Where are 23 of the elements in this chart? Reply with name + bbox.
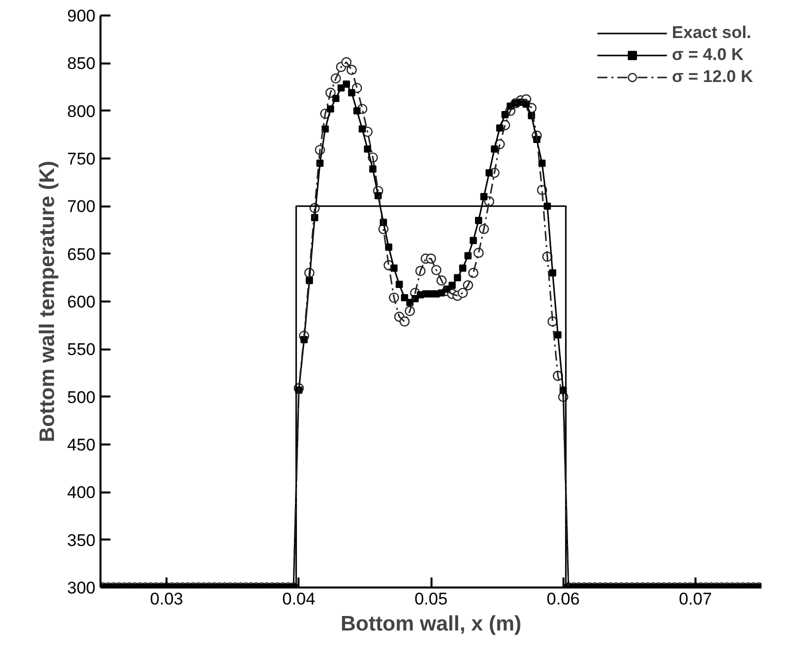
y-tick-label: 750 [67,150,96,168]
legend-label: σ = 12.0 K [672,67,753,87]
y-tick-label: 650 [67,244,96,264]
x-axis-title: Bottom wall, x (m) [340,612,522,636]
y-tick-label: 900 [67,6,96,26]
y-tick-label: 500 [67,388,96,407]
x-tick-label: 0.05 [414,590,448,608]
y-tick-label: 300 [67,578,96,598]
legend-label: σ = 4.0 K [672,45,744,65]
x-tick-label: 0.06 [546,590,580,608]
legend-label: Exact sol. [672,23,752,43]
y-tick-label: 600 [67,292,96,312]
y-axis-title: Bottom wall temperature (K) [36,160,60,442]
y-tick-label: 550 [67,340,96,360]
y-tick-label: 350 [67,530,96,550]
x-tick-label: 0.03 [150,590,184,608]
y-tick-label: 450 [67,436,96,454]
y-tick-label: 850 [67,54,96,74]
y-tick-label: 400 [67,483,96,502]
y-tick-label: 700 [67,197,96,216]
x-tick-label: 0.04 [282,590,316,608]
x-tick-label: 0.07 [678,590,712,608]
y-tick-label: 800 [67,102,96,121]
